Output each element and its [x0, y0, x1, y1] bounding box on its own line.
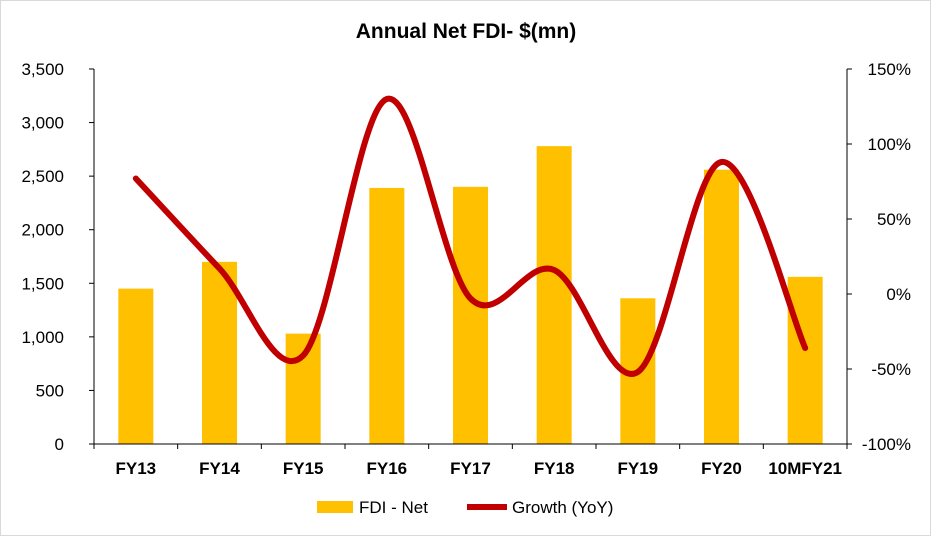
- bar-10mfy21: [788, 277, 823, 444]
- left-tick-label: 500: [36, 381, 64, 400]
- plot-area: 0 500 1,000 1,500 2,000 2,500 3,000 3,500 -100% -…: [21, 60, 911, 478]
- bar-fy20: [704, 170, 739, 444]
- right-tick-label: -50%: [871, 360, 911, 379]
- x-tick-label: FY17: [450, 459, 491, 478]
- left-tick-label: 3,500: [21, 60, 64, 79]
- legend-label-growth: Growth (YoY): [512, 498, 613, 517]
- bar-fy17: [453, 187, 488, 444]
- left-tick-label: 2,500: [21, 167, 64, 186]
- right-tick-label: 100%: [868, 135, 911, 154]
- x-tick-label: FY13: [116, 459, 157, 478]
- bar-fy13: [118, 289, 153, 444]
- x-tick-label: FY15: [283, 459, 324, 478]
- left-tick-label: 0: [55, 435, 64, 454]
- left-tick-label: 2,000: [21, 221, 64, 240]
- chart-title: Annual Net FDI- $(mn): [356, 20, 577, 43]
- right-tick-label: 150%: [868, 60, 911, 79]
- right-tick-label: 50%: [877, 210, 911, 229]
- x-tick-label: FY18: [534, 459, 575, 478]
- x-tick-label: 10MFY21: [768, 459, 842, 478]
- x-tick-label: FY14: [199, 459, 240, 478]
- left-tick-label: 1,500: [21, 274, 64, 293]
- left-tick-label: 1,000: [21, 328, 64, 347]
- bar-fy15: [286, 334, 321, 444]
- x-tick-label: FY20: [701, 459, 742, 478]
- bar-fy16: [369, 188, 404, 444]
- bar-fy18: [537, 146, 572, 444]
- right-tick-label: 0%: [886, 285, 911, 304]
- legend-label-fdi-net: FDI - Net: [359, 498, 428, 517]
- left-tick-label: 3,000: [21, 114, 64, 133]
- x-tick-label: FY16: [367, 459, 408, 478]
- legend-swatch-fdi-net: [317, 501, 353, 513]
- legend: FDI - Net Growth (YoY): [317, 498, 613, 517]
- x-tick-label: FY19: [618, 459, 659, 478]
- right-tick-label: -100%: [862, 435, 911, 454]
